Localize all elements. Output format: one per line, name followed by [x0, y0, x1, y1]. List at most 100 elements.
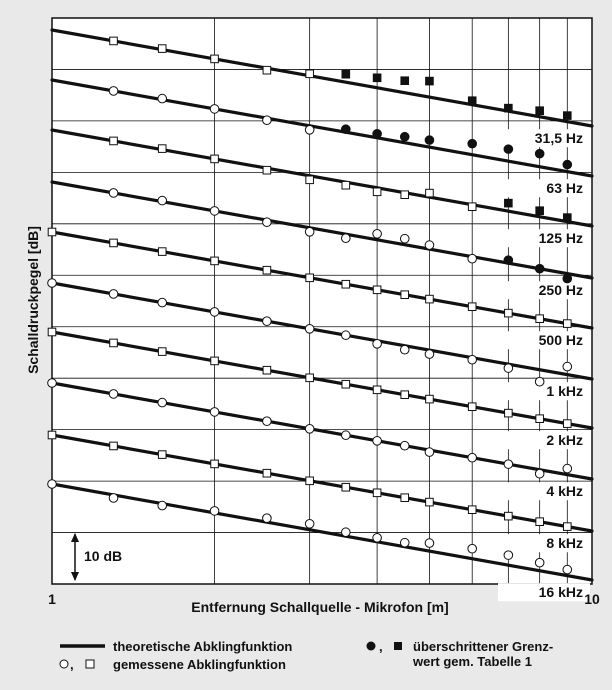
- legend-filled-square: [394, 642, 402, 650]
- data-point: [157, 347, 167, 356]
- data-point: [372, 187, 382, 197]
- data-point: [262, 316, 272, 327]
- data-point: [372, 73, 382, 83]
- data-point: [562, 273, 573, 284]
- x-tick-10: 10: [584, 591, 600, 607]
- data-point: [534, 468, 545, 479]
- theoretical-curve: [50, 28, 594, 128]
- data-point: [467, 402, 477, 412]
- data-point: [262, 217, 272, 228]
- data-point: [47, 430, 57, 440]
- theoretical-curve: [50, 482, 594, 582]
- band-label: 250 Hz: [539, 282, 583, 298]
- data-point: [305, 476, 314, 486]
- data-point: [424, 135, 435, 145]
- data-point: [304, 125, 315, 135]
- band-label-bg: [498, 179, 590, 198]
- data-point: [108, 86, 119, 96]
- data-point: [425, 294, 434, 304]
- data-point: [467, 253, 478, 264]
- data-point: [467, 138, 478, 149]
- data-point: [535, 106, 544, 115]
- data-point: [467, 302, 477, 312]
- legend: theoretische Abklingfunktion , gemessene…: [59, 639, 553, 672]
- data-point: [399, 233, 410, 244]
- data-point: [157, 397, 168, 408]
- band-label-bg: [498, 281, 590, 300]
- data-point: [209, 206, 220, 216]
- band-label-bg: [498, 382, 590, 401]
- data-point: [304, 424, 315, 434]
- data-point: [399, 537, 410, 548]
- band-label-bg: [498, 331, 590, 350]
- data-point: [209, 104, 220, 114]
- data-point: [109, 238, 118, 248]
- band-label: 2 kHz: [546, 432, 583, 448]
- data-point: [109, 338, 118, 348]
- data-point: [304, 519, 315, 529]
- data-point: [47, 327, 57, 337]
- data-point: [400, 390, 410, 400]
- data-point: [424, 447, 435, 457]
- legend-measured: gemessene Abklingfunktion: [113, 657, 286, 672]
- data-point: [534, 376, 545, 387]
- data-point: [108, 493, 119, 503]
- band-label: 4 kHz: [546, 483, 583, 499]
- band-label-bg: [498, 229, 590, 248]
- data-point: [504, 103, 513, 113]
- band-label-bg: [498, 583, 590, 602]
- data-point: [534, 557, 545, 568]
- data-point: [372, 532, 382, 543]
- data-point: [534, 148, 545, 159]
- theoretical-curve: [50, 180, 594, 280]
- data-point: [340, 124, 351, 135]
- data-point: [399, 440, 410, 451]
- theoretical-curve: [50, 281, 594, 381]
- data-point: [467, 354, 478, 365]
- x-tick-1: 1: [48, 591, 56, 607]
- data-point: [210, 356, 219, 366]
- data-point: [425, 497, 434, 507]
- data-point: [210, 256, 219, 266]
- data-point: [372, 128, 382, 139]
- data-point: [503, 144, 514, 154]
- x-axis-label: Entfernung Schallquelle - Mikrofon [m]: [191, 599, 448, 615]
- data-point: [305, 175, 314, 185]
- data-point: [262, 115, 272, 126]
- data-point: [562, 159, 573, 170]
- data-point: [108, 289, 119, 299]
- data-point: [425, 394, 434, 404]
- band-label: 16 kHz: [539, 584, 583, 600]
- theoretical-curve: [50, 78, 594, 178]
- data-point: [210, 54, 219, 64]
- data-point: [424, 240, 435, 250]
- data-point: [109, 36, 118, 46]
- data-point: [210, 154, 219, 164]
- data-point: [400, 76, 410, 86]
- data-point: [467, 505, 477, 515]
- svg-text:,: ,: [379, 639, 383, 654]
- data-point: [47, 378, 57, 388]
- data-point: [372, 285, 382, 295]
- data-point: [341, 482, 351, 492]
- band-label: 63 Hz: [546, 180, 583, 196]
- y-axis-label: Schalldruckpegel [dB]: [25, 226, 41, 374]
- data-point: [399, 344, 410, 355]
- data-point: [562, 213, 572, 222]
- data-point: [305, 373, 314, 383]
- data-point: [372, 228, 382, 239]
- data-point: [562, 463, 573, 474]
- legend-open-square: [85, 659, 95, 669]
- data-point: [504, 308, 513, 318]
- data-point: [341, 279, 351, 289]
- theoretical-curve: [50, 433, 594, 533]
- data-point: [535, 206, 544, 215]
- data-point: [209, 407, 220, 417]
- band-label-bg: [498, 431, 590, 450]
- theoretical-curve: [50, 128, 594, 228]
- data-point: [157, 500, 168, 511]
- data-point: [535, 314, 544, 323]
- data-point: [304, 324, 315, 334]
- data-point: [562, 111, 572, 120]
